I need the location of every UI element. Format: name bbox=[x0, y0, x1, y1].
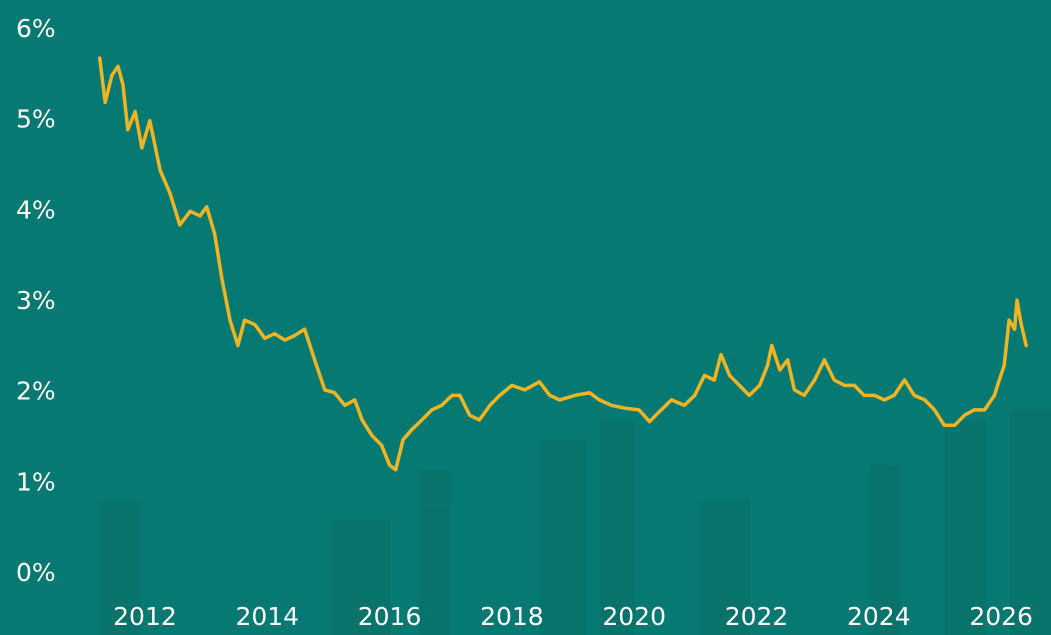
skyline bbox=[100, 410, 1051, 635]
line bbox=[97, 56, 1028, 472]
x-tick-label: 2026 bbox=[969, 602, 1033, 631]
x-tick-label: 2012 bbox=[113, 602, 177, 631]
x-tick-label: 2024 bbox=[847, 602, 911, 631]
y-tick-label: 6% bbox=[16, 14, 56, 43]
x-tick-label: 2022 bbox=[725, 602, 789, 631]
y-tick-label: 2% bbox=[16, 377, 56, 406]
x-tick-label: 2014 bbox=[235, 602, 299, 631]
x-tick-label: 2018 bbox=[480, 602, 544, 631]
x-tick-label: 2016 bbox=[358, 602, 422, 631]
x-tick-label: 2020 bbox=[602, 602, 666, 631]
y-tick-label: 4% bbox=[16, 195, 56, 224]
y-tick-label: 0% bbox=[16, 558, 56, 587]
y-tick-label: 5% bbox=[16, 105, 56, 134]
y-tick-label: 1% bbox=[16, 467, 56, 496]
y-tick-label: 3% bbox=[16, 286, 56, 315]
